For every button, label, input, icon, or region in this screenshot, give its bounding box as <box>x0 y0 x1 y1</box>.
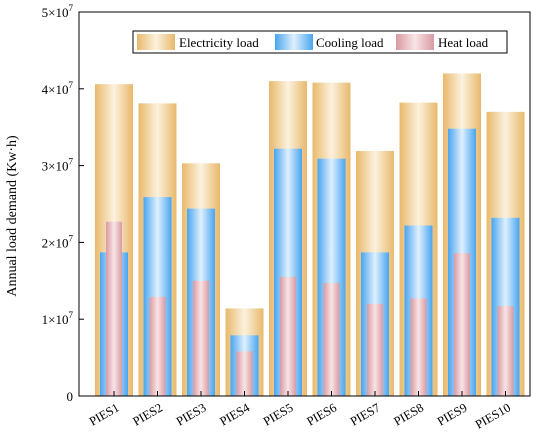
x-category-label: PIES7 <box>348 400 383 428</box>
legend-label-electricity: Electricity load <box>179 35 259 50</box>
heat-bar <box>236 351 253 396</box>
legend-label-cooling: Cooling load <box>316 35 384 50</box>
heat-bar <box>280 276 296 396</box>
x-category-label: PIES9 <box>435 400 470 428</box>
legend: Electricity load Cooling load Heat load <box>132 30 508 54</box>
x-category-label: PIES10 <box>473 400 513 431</box>
x-category-label: PIES8 <box>391 400 426 428</box>
x-category-labels: PIES1 PIES2 PIES3 PIES4 PIES5 PIES6 PIES7 PIES8… <box>87 391 513 432</box>
axes-layer <box>78 11 531 397</box>
heat-bar <box>323 283 340 396</box>
heat-bar <box>497 306 514 396</box>
legend-swatch-electricity <box>137 34 175 50</box>
x-category-label: PIES2 <box>130 400 165 428</box>
heat-bar <box>454 253 470 396</box>
y-tick-label: 1×107 <box>42 310 74 327</box>
legend-swatch-cooling <box>275 34 313 50</box>
heat-bar <box>410 298 427 396</box>
x-category-label: PIES1 <box>87 400 122 428</box>
y-tick-label: 4×107 <box>42 80 74 97</box>
y-tick-label: 0 <box>67 389 74 404</box>
x-category-label: PIES6 <box>304 400 339 428</box>
plot-frame <box>78 11 531 397</box>
y-axis-title: Annual load demand (Kw·h) <box>5 135 20 297</box>
y-ticks: 0 1×107 2×107 3×107 4×107 5×107 <box>42 3 84 404</box>
legend-swatch-heat <box>396 34 434 50</box>
heat-bar <box>106 221 122 396</box>
x-category-label: PIES3 <box>174 400 209 428</box>
y-tick-label: 3×107 <box>42 157 74 174</box>
bars-layer <box>95 73 525 397</box>
heat-bar <box>193 280 209 396</box>
x-category-label: PIES4 <box>217 400 252 428</box>
heat-bar <box>367 303 383 396</box>
y-tick-label: 5×107 <box>42 3 74 20</box>
y-tick-label: 2×107 <box>42 233 74 250</box>
heat-bar <box>149 296 166 396</box>
x-category-label: PIES5 <box>261 400 296 428</box>
legend-label-heat: Heat load <box>438 35 489 50</box>
